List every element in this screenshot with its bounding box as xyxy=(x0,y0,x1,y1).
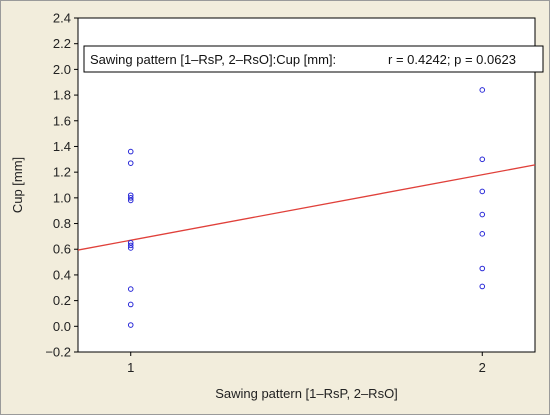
data-point xyxy=(127,197,134,204)
y-axis-title: Cup [mm] xyxy=(10,157,25,213)
data-point xyxy=(127,195,134,201)
data-point xyxy=(127,148,134,155)
y-axis-ticks: −0.2 0.0 0.2 0.4 0.6 0.8 1.0 1.2 1.4 1.6 1.8 2.0 2.2… xyxy=(45,11,78,360)
x-tick-label: 1 xyxy=(127,360,134,375)
y-tick-label: 1.8 xyxy=(53,88,71,103)
data-point xyxy=(479,283,486,290)
data-point xyxy=(127,160,134,166)
data-point xyxy=(127,192,134,199)
data-point xyxy=(127,301,134,308)
data-points xyxy=(127,87,486,328)
data-point xyxy=(479,87,486,93)
data-point xyxy=(479,211,486,218)
y-tick-label: 2.2 xyxy=(53,36,71,51)
y-tick-label: 1.0 xyxy=(53,190,71,205)
regression-line xyxy=(77,164,536,251)
data-point xyxy=(127,242,134,249)
data-point xyxy=(127,286,134,292)
data-point xyxy=(479,231,486,237)
y-tick-label: −0.2 xyxy=(45,345,71,360)
x-tick-label: 2 xyxy=(479,360,486,375)
data-point xyxy=(479,188,486,195)
data-point xyxy=(127,322,134,328)
y-tick-label: 1.6 xyxy=(53,113,71,128)
y-tick-label: 2.4 xyxy=(53,11,71,26)
y-tick-label: 0.4 xyxy=(53,267,71,282)
y-tick-label: 2.0 xyxy=(53,62,71,77)
data-point xyxy=(127,245,134,251)
plot-area xyxy=(77,17,536,353)
annotation-label: Sawing pattern [1–RsP, 2–RsO]:Cup [mm]: xyxy=(90,52,336,67)
y-tick-label: 1.4 xyxy=(53,139,71,154)
y-tick-label: 0.2 xyxy=(53,293,71,308)
y-tick-label: 0.6 xyxy=(53,242,71,257)
data-point xyxy=(127,240,134,246)
annotation-stats: r = 0.4242; p = 0.0623 xyxy=(388,52,516,67)
regression-line-group xyxy=(77,164,536,251)
data-point xyxy=(479,265,486,272)
x-axis-title: Sawing pattern [1–RsP, 2–RsO] xyxy=(215,386,398,401)
annotation-box xyxy=(83,45,544,73)
correlation-annotation: Sawing pattern [1–RsP, 2–RsO]:Cup [mm]: … xyxy=(83,45,544,73)
y-tick-label: 1.2 xyxy=(53,165,71,180)
y-tick-label: 0.8 xyxy=(53,216,71,231)
data-point xyxy=(479,156,486,163)
y-tick-label: 0.0 xyxy=(53,319,71,334)
